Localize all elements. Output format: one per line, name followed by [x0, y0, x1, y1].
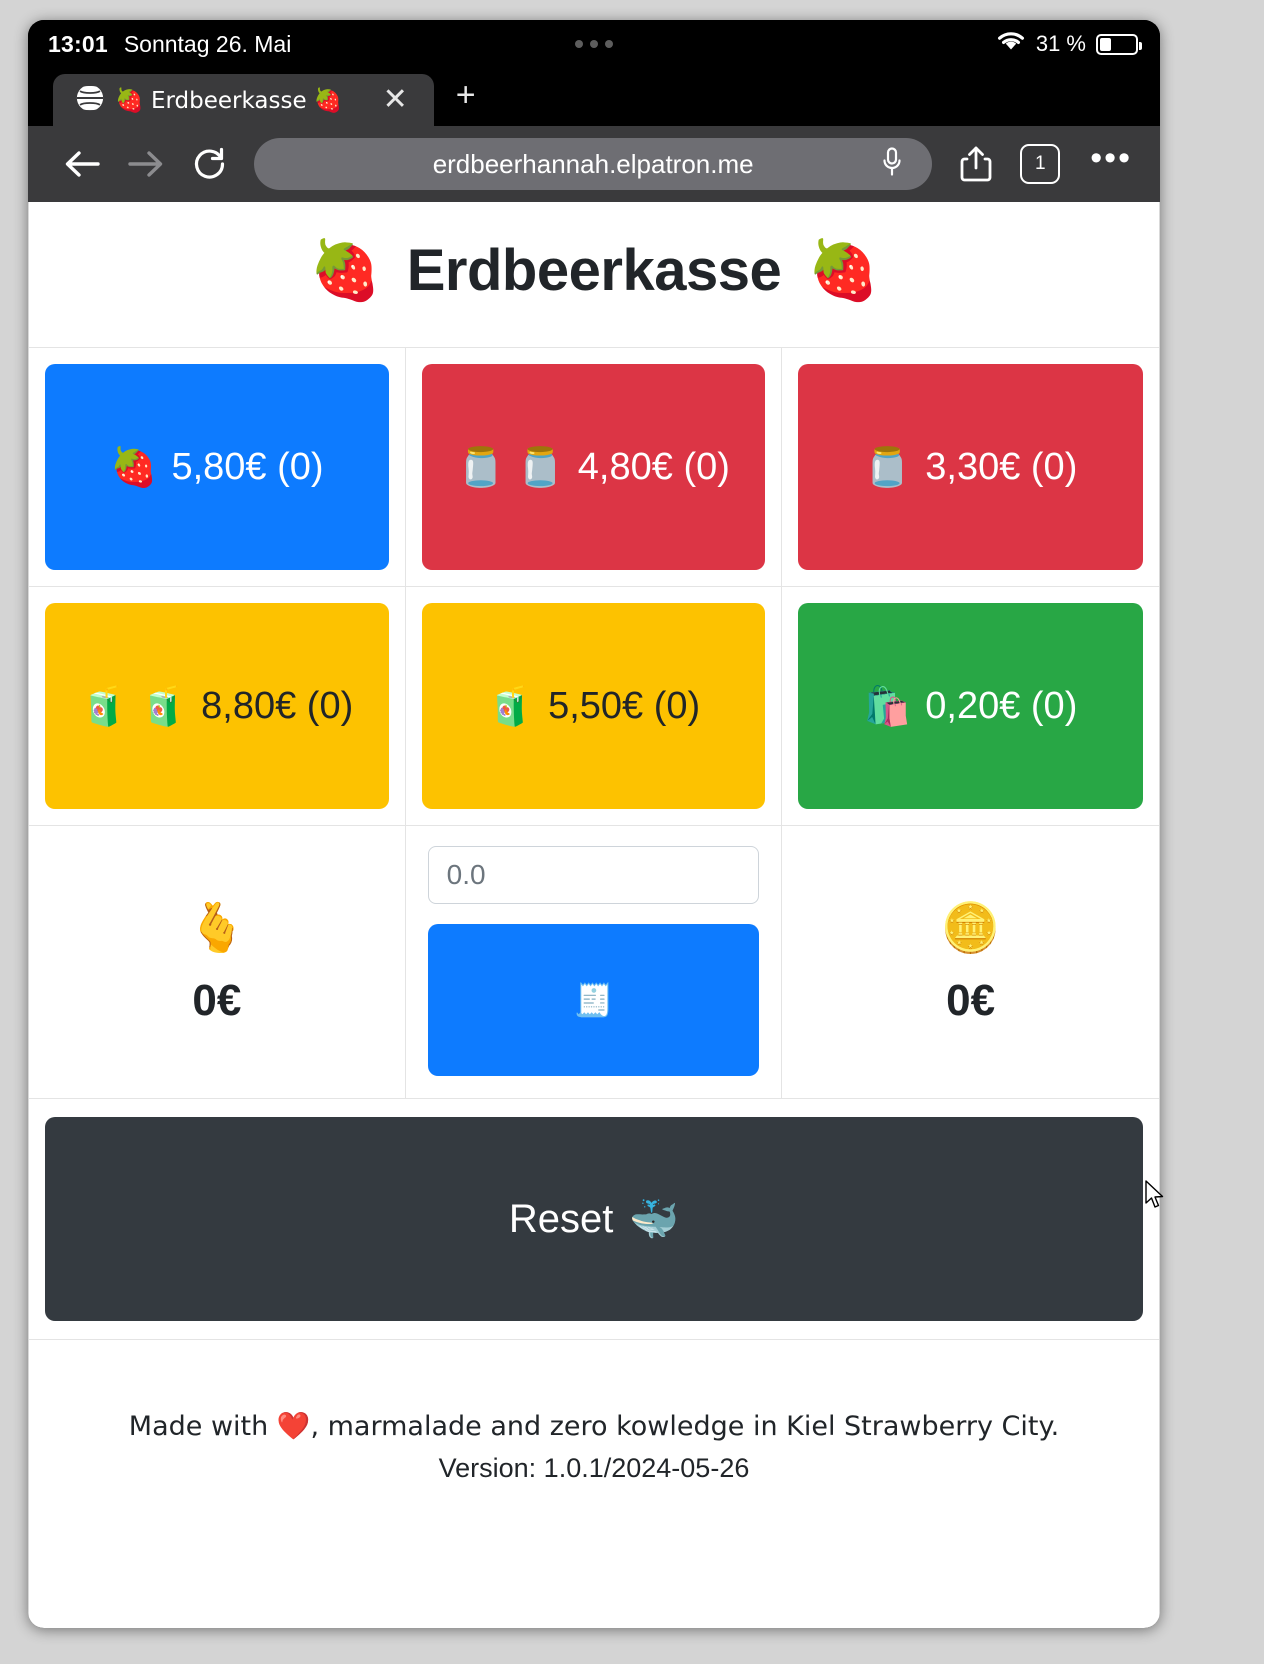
reload-icon[interactable] — [178, 136, 242, 192]
hand-total-cell: 🫰 0€ — [29, 826, 406, 1099]
close-icon[interactable]: ✕ — [382, 83, 408, 116]
new-tab-button[interactable]: + — [455, 76, 476, 114]
jar-icon: 🫙 — [863, 444, 912, 489]
status-bar-left: 13:01 Sonntag 26. Mai — [48, 31, 291, 58]
juice-box-icon: 🧃 🧃 — [80, 683, 188, 728]
product-cell: 🍓 5,80€ (0) — [29, 348, 406, 587]
product-button-strawberries[interactable]: 🍓 5,80€ (0) — [45, 364, 389, 570]
jar-icon: 🫙 🫙 — [457, 444, 564, 489]
hand-total-value: 0€ — [192, 975, 242, 1025]
product-cell: 🛍️ 0,20€ (0) — [782, 587, 1159, 826]
page-header: 🍓 Erdbeerkasse 🍓 — [29, 202, 1159, 348]
product-button-jam-one-jar[interactable]: 🫙 3,30€ (0) — [798, 364, 1143, 570]
whale-icon: 🐳 — [629, 1196, 680, 1243]
product-price-label: 0,20€ (0) — [925, 684, 1078, 727]
url-text: erdbeerhannah.elpatron.me — [432, 148, 754, 179]
cash-amount-input[interactable] — [427, 846, 760, 904]
reset-label: Reset — [508, 1196, 614, 1241]
web-page-content: 🍓 Erdbeerkasse 🍓 🍓 5,80€ (0) 🫙 🫙 4,80€ (… — [28, 202, 1160, 1628]
product-price-label: 8,80€ (0) — [201, 684, 354, 727]
wifi-icon — [996, 30, 1026, 58]
status-bar: 13:01 Sonntag 26. Mai 31 % — [28, 20, 1160, 68]
reset-section: Reset 🐳 — [29, 1099, 1159, 1340]
receipt-icon: 🧾 — [573, 981, 614, 1019]
pinched-fingers-icon: 🫰 — [186, 899, 247, 956]
product-cell: 🧃 🧃 8,80€ (0) — [29, 587, 406, 826]
product-price-label: 5,50€ (0) — [548, 684, 701, 727]
forward-arrow-icon[interactable] — [114, 136, 178, 192]
product-cell: 🫙 🫙 4,80€ (0) — [405, 348, 783, 587]
browser-toolbar: erdbeerhannah.elpatron.me — [28, 126, 1160, 202]
product-cell: 🫙 3,30€ (0) — [782, 348, 1159, 587]
share-icon[interactable] — [944, 136, 1008, 192]
strawberry-icon-right: 🍓 — [807, 236, 879, 304]
strawberry-icon-left: 🍓 — [309, 236, 381, 304]
battery-icon — [1096, 33, 1142, 55]
tablet-device-frame: 13:01 Sonntag 26. Mai 31 % — [28, 20, 1160, 1628]
shopping-bags-icon: 🛍️ — [863, 683, 912, 728]
coin-total-cell: 🪙 0€ — [782, 826, 1159, 1099]
status-bar-date: Sonntag 26. Mai — [123, 30, 292, 57]
product-price-label: 5,80€ (0) — [171, 445, 324, 488]
microphone-icon[interactable] — [880, 146, 904, 183]
more-ellipsis-icon[interactable]: ••• — [1090, 138, 1132, 177]
coin-icon: 🪙 — [940, 899, 1001, 956]
coin-total-value: 0€ — [946, 975, 996, 1025]
juice-box-icon: 🧃 — [486, 683, 535, 728]
back-arrow-icon[interactable] — [50, 136, 114, 192]
tab-title: 🍓 Erdbeerkasse 🍓 — [115, 87, 343, 114]
tab-count-button[interactable]: 1 — [1008, 136, 1072, 192]
product-button-juice-one[interactable]: 🧃 5,50€ (0) — [421, 603, 766, 809]
page-title-text: Erdbeerkasse — [406, 238, 782, 303]
tab-erdbeerkasse[interactable]: 🍓 Erdbeerkasse 🍓 ✕ — [53, 74, 434, 126]
print-receipt-button[interactable]: 🧾 — [427, 924, 760, 1076]
product-button-bag[interactable]: 🛍️ 0,20€ (0) — [798, 603, 1143, 809]
reset-button[interactable]: Reset 🐳 — [45, 1117, 1143, 1321]
tab-strip: 🍓 Erdbeerkasse 🍓 ✕ + — [28, 68, 1160, 126]
strawberry-icon: 🍓 — [110, 444, 158, 489]
url-bar[interactable]: erdbeerhannah.elpatron.me — [254, 138, 933, 190]
footer-credit-line: Made with ❤️, marmalade and zero kowledg… — [128, 1411, 1060, 1442]
product-price-label: 4,80€ (0) — [577, 445, 730, 488]
page-footer: Made with ❤️, marmalade and zero kowledg… — [29, 1340, 1159, 1520]
cash-entry-cell: 🧾 — [405, 826, 783, 1099]
page-title: 🍓 Erdbeerkasse 🍓 — [29, 236, 1159, 305]
globe-icon — [69, 83, 111, 118]
footer-version-line: Version: 1.0.1/2024-05-26 — [438, 1452, 750, 1483]
product-button-jam-two-jars[interactable]: 🫙 🫙 4,80€ (0) — [421, 364, 766, 570]
status-bar-clock: 13:01 — [48, 30, 108, 57]
product-button-juice-two[interactable]: 🧃 🧃 8,80€ (0) — [45, 603, 389, 809]
battery-percent-label: 31 % — [1035, 31, 1086, 56]
product-cell: 🧃 5,50€ (0) — [405, 587, 783, 826]
product-price-label: 3,30€ (0) — [925, 445, 1078, 488]
tab-count-label: 1 — [1020, 144, 1061, 184]
browser-chrome: 🍓 Erdbeerkasse 🍓 ✕ + — [28, 68, 1160, 202]
more-dots-icon — [575, 40, 613, 48]
status-bar-right: 31 % — [996, 30, 1142, 58]
product-grid: 🍓 5,80€ (0) 🫙 🫙 4,80€ (0) 🫙 3,30€ (0) — [29, 348, 1159, 1099]
